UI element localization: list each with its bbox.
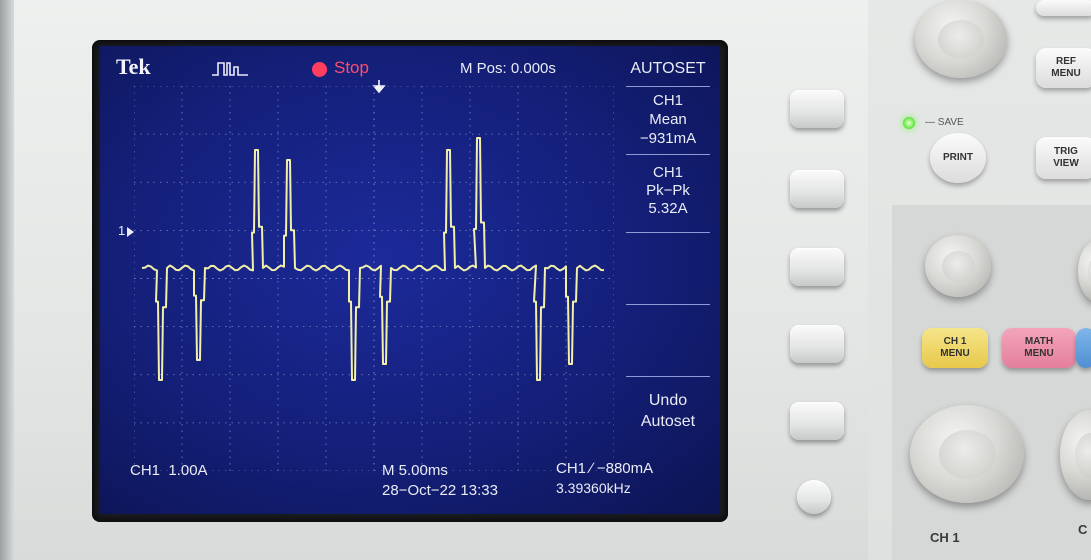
ch1-ground-marker: 1 <box>118 223 126 238</box>
stop-indicator <box>312 62 327 77</box>
menu-divider <box>626 154 710 155</box>
option-button-3[interactable] <box>790 248 844 286</box>
probe-check-button[interactable] <box>797 480 831 514</box>
option-button-5[interactable] <box>790 402 844 440</box>
ch1-trace <box>141 137 605 381</box>
save-text: SAVE <box>937 117 964 128</box>
trigger-position-icon <box>372 80 386 94</box>
waveform-plot <box>134 86 614 471</box>
graticule <box>134 86 614 471</box>
measure1-channel: CH1 <box>652 92 683 109</box>
ch1-position-knob[interactable] <box>925 235 991 297</box>
readout-bar: CH1 1.00A M 5.00ms 28−Oct−22 13:33 CH1 ∕… <box>100 460 720 514</box>
math-position-knob[interactable] <box>1078 240 1091 302</box>
menu-title: AUTOSET <box>630 60 706 77</box>
ch2-panel-label: C <box>1078 522 1088 537</box>
oscilloscope-display: Tek Stop M Pos: 0.000s 1 AUTOSET CH1 Mea… <box>100 46 720 514</box>
save-led <box>903 117 915 129</box>
ch2-menu-button[interactable] <box>1076 328 1091 368</box>
timebase-readout: M 5.00ms <box>382 462 448 479</box>
ch1-marker-arrow-icon <box>127 227 134 237</box>
bezel-edge <box>0 0 14 560</box>
measure2-value: 5.32A <box>648 200 688 217</box>
ch1-panel-label: CH 1 <box>930 530 960 545</box>
option-button-2[interactable] <box>790 170 844 208</box>
acquisition-state: Stop <box>334 58 369 77</box>
menu-divider <box>626 376 710 377</box>
measure1-value: −931mA <box>639 130 697 147</box>
measure2-channel: CH1 <box>652 164 683 181</box>
option-button-1[interactable] <box>790 90 844 128</box>
horizontal-position: M Pos: 0.000s <box>460 60 556 77</box>
option-button-4[interactable] <box>790 325 844 363</box>
frequency-readout: 3.39360kHz <box>556 480 631 496</box>
trigger-readout: CH1 ∕ −880mA <box>556 460 654 477</box>
math-menu-button[interactable]: MATH MENU <box>1002 328 1076 368</box>
top-right-button[interactable] <box>1036 0 1091 16</box>
ch1-menu-button[interactable]: CH 1 MENU <box>922 328 988 368</box>
undo-autoset-line2: Autoset <box>640 413 696 430</box>
brand-logo: Tek <box>116 54 151 79</box>
vertical-controls-area <box>892 205 1091 560</box>
trig-view-button[interactable]: TRIG VIEW <box>1036 137 1091 179</box>
top-knob[interactable] <box>915 0 1007 78</box>
ch1-volts-div-knob[interactable] <box>910 405 1024 503</box>
save-label: — SAVE <box>925 117 964 128</box>
acquisition-icon <box>212 62 248 76</box>
ch1-scale-readout: CH1 1.00A <box>130 462 208 479</box>
measure2-label: Pk−Pk <box>646 182 690 199</box>
date-time-readout: 28−Oct−22 13:33 <box>382 482 498 499</box>
ref-menu-button[interactable]: REF MENU <box>1036 48 1091 88</box>
menu-divider <box>626 304 710 305</box>
measure1-label: Mean <box>649 111 687 128</box>
status-bar: Tek Stop M Pos: 0.000s <box>100 46 720 94</box>
menu-divider <box>626 232 710 233</box>
undo-autoset-line1: Undo <box>648 392 688 409</box>
menu-divider <box>626 86 710 87</box>
print-button[interactable]: PRINT <box>930 133 986 183</box>
